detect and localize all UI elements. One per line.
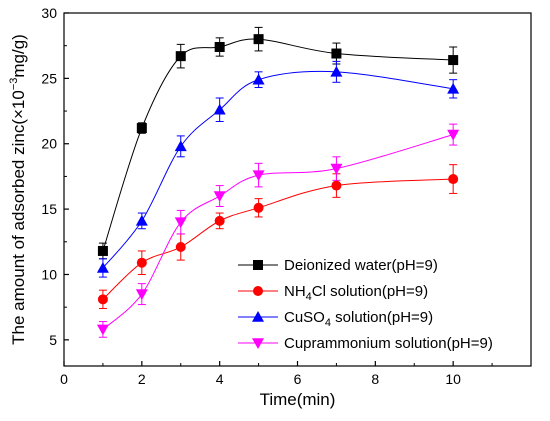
- data-point: [214, 215, 225, 226]
- data-point: [448, 174, 459, 185]
- legend-marker: [253, 260, 263, 270]
- data-point: [214, 41, 225, 52]
- legend-item: CuSO4 solution(pH=9): [238, 309, 433, 329]
- y-tick-label: 10: [41, 266, 57, 282]
- legend-label: CuSO4 solution(pH=9): [284, 309, 433, 329]
- data-point: [253, 34, 264, 45]
- data-point: [96, 261, 109, 273]
- legend-marker: [252, 311, 264, 322]
- y-tick-label: 15: [41, 201, 57, 217]
- y-tick-label: 25: [41, 70, 57, 86]
- x-tick-label: 2: [138, 371, 146, 387]
- y-tick-label: 20: [41, 136, 57, 152]
- data-point: [213, 103, 226, 115]
- error-bars: [98, 26, 458, 338]
- legend-item: NH4Cl solution(pH=9): [238, 283, 428, 303]
- x-tick-label: 0: [60, 371, 68, 387]
- legend-item: Deionized water(pH=9): [238, 257, 438, 274]
- data-point: [97, 294, 108, 305]
- data-point: [175, 51, 186, 62]
- y-axis-title-unit: mg/g): [9, 34, 28, 77]
- legend-marker: [252, 338, 264, 349]
- data-markers: [96, 34, 460, 336]
- data-point: [135, 289, 148, 301]
- legend-label: Deionized water(pH=9): [284, 257, 438, 274]
- x-tick-label: 8: [371, 371, 379, 387]
- y-axis-title-exponent: −3: [8, 78, 20, 91]
- legend-label: NH4Cl solution(pH=9): [284, 283, 428, 303]
- data-point: [97, 245, 108, 256]
- y-tick-label: 5: [49, 332, 57, 348]
- data-point: [136, 123, 147, 134]
- data-point: [174, 140, 187, 152]
- axis-ticks: 0 2 4 6 8 10 5 10 15 20 25 30: [41, 5, 493, 387]
- y-axis-title-main: The amount of adsorbed zinc(×10: [9, 90, 28, 345]
- legend-marker: [253, 286, 263, 296]
- data-point: [330, 65, 343, 77]
- y-tick-label: 30: [41, 5, 57, 21]
- data-point: [448, 55, 459, 66]
- data-point: [252, 73, 265, 85]
- data-point: [331, 48, 342, 59]
- data-point: [136, 257, 147, 268]
- data-point: [174, 217, 187, 229]
- y-axis-title: The amount of adsorbed zinc(×10−3mg/g): [8, 34, 28, 345]
- x-axis-title: Time(min): [260, 390, 336, 409]
- x-tick-label: 10: [445, 371, 461, 387]
- data-point: [331, 180, 342, 191]
- data-point: [447, 82, 460, 94]
- data-point: [96, 324, 109, 336]
- legend-item: Cuprammonium solution(pH=9): [238, 335, 493, 352]
- data-point: [253, 202, 264, 213]
- data-point: [447, 129, 460, 141]
- x-tick-label: 4: [216, 371, 224, 387]
- data-point: [213, 191, 226, 203]
- data-point: [175, 242, 186, 253]
- legend: Deionized water(pH=9) NH4Cl solution(pH=9…: [238, 257, 493, 352]
- data-point: [252, 170, 265, 182]
- x-tick-label: 6: [294, 371, 302, 387]
- data-point: [330, 163, 343, 175]
- data-point: [135, 214, 148, 226]
- legend-label: Cuprammonium solution(pH=9): [284, 335, 493, 352]
